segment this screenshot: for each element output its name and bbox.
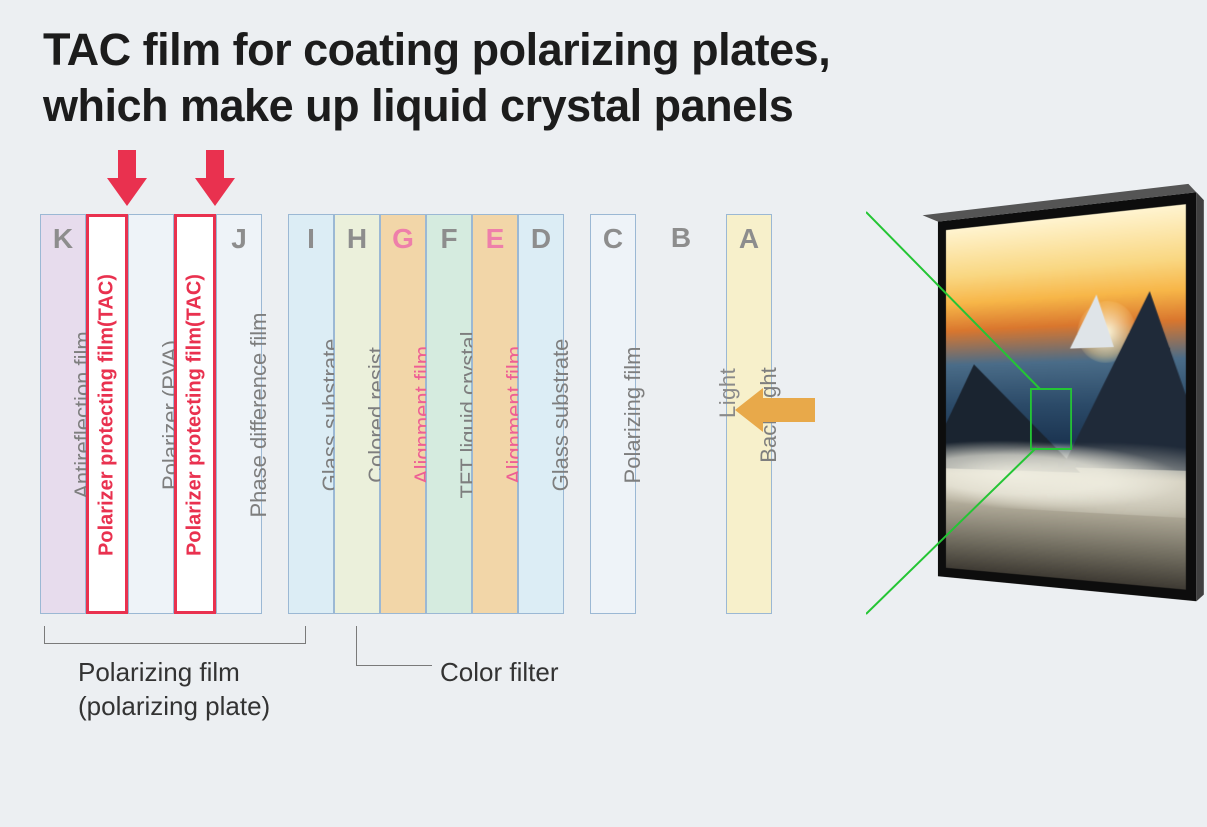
tac-arrow-icon bbox=[107, 150, 147, 206]
layer-j: JPhase difference film bbox=[216, 214, 262, 614]
layer-label: Polarizer protecting film(TAC) bbox=[184, 274, 207, 556]
layer-letter: B bbox=[671, 222, 691, 254]
layer-letter: F bbox=[440, 223, 457, 255]
layer-letter: J bbox=[231, 223, 247, 255]
title-line1: TAC film for coating polarizing plates, bbox=[43, 24, 830, 75]
screen-sun-icon bbox=[1077, 300, 1135, 364]
layer-label: Polarizing film bbox=[580, 347, 646, 484]
color-filter-label: Color filter bbox=[440, 656, 558, 690]
layer-label: Glass substrate bbox=[508, 339, 574, 492]
light-arrow-label: Light bbox=[715, 368, 741, 418]
color-filter-connector bbox=[356, 626, 432, 666]
screen-mountain-icon bbox=[1063, 287, 1186, 472]
layer-letter: H bbox=[347, 223, 367, 255]
layer-label: Phase difference film bbox=[206, 312, 272, 517]
layer-letter: A bbox=[739, 223, 759, 255]
tac-arrow-icon bbox=[195, 150, 235, 206]
layer-k: KAntireflection film bbox=[40, 214, 86, 614]
layer-label: Polarizer protecting film(TAC) bbox=[96, 274, 119, 556]
layer-letter: D bbox=[531, 223, 551, 255]
polarizing-film-bracket-label: Polarizing film (polarizing plate) bbox=[78, 656, 270, 724]
layer-d: DGlass substrate bbox=[518, 214, 564, 614]
monitor-side-face bbox=[1196, 192, 1203, 601]
title-line2: which make up liquid crystal panels bbox=[43, 80, 793, 131]
light-arrow-icon bbox=[735, 388, 815, 432]
layer-letter: K bbox=[53, 223, 73, 255]
layer-letter: I bbox=[307, 223, 315, 255]
layers-row: KAntireflection film Polarizer protecting… bbox=[40, 214, 772, 614]
layer-letter: E bbox=[486, 223, 505, 255]
diagram-title: TAC film for coating polarizing plates, … bbox=[43, 22, 830, 135]
screen-clouds-icon bbox=[946, 439, 1186, 518]
pol-label-line1: Polarizing film bbox=[78, 657, 240, 687]
pol-label-line2: (polarizing plate) bbox=[78, 691, 270, 721]
layer-letter: C bbox=[603, 223, 623, 255]
layer-c: CPolarizing film bbox=[590, 214, 636, 614]
layer-b: B bbox=[658, 214, 704, 614]
polarizing-film-bracket bbox=[44, 626, 306, 644]
layer-letter: G bbox=[392, 223, 414, 255]
green-callout-box-icon bbox=[1030, 388, 1072, 450]
layer-pva: Polarizer (PVA) bbox=[128, 214, 174, 614]
screen-mountain-snow-icon bbox=[1070, 294, 1114, 349]
